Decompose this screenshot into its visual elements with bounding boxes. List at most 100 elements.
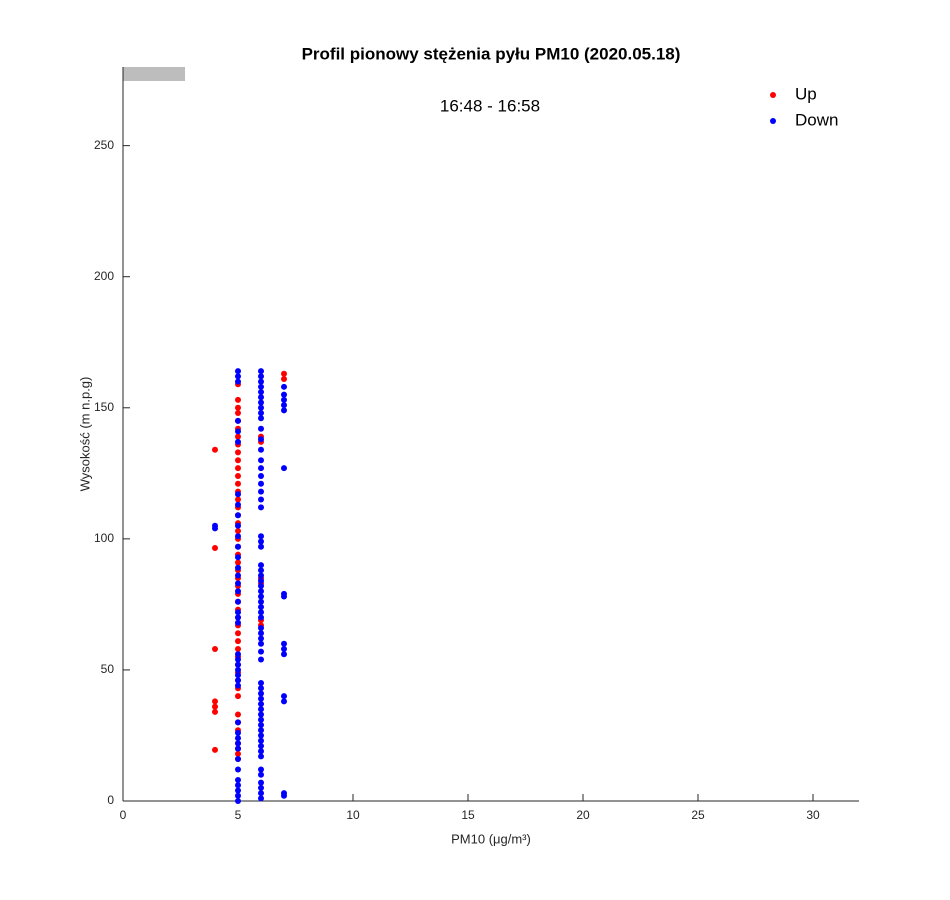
legend-marker (770, 92, 776, 98)
point (235, 693, 241, 700)
point (281, 370, 287, 377)
point (258, 727, 264, 734)
point (235, 572, 241, 579)
point (258, 562, 264, 569)
legend-marker (770, 118, 776, 124)
point (235, 496, 241, 503)
point (235, 410, 241, 417)
x-tick-label: 10 (346, 808, 360, 822)
point (235, 782, 241, 789)
point (258, 436, 264, 443)
point (258, 567, 264, 574)
point (235, 745, 241, 752)
point (235, 777, 241, 784)
point (258, 383, 264, 390)
point (258, 790, 264, 797)
y-tick-label: 50 (101, 662, 115, 676)
point (235, 651, 241, 658)
point (258, 711, 264, 718)
x-tick-label: 30 (806, 808, 820, 822)
point (258, 604, 264, 611)
point (258, 415, 264, 422)
x-tick-label: 15 (461, 808, 475, 822)
point (235, 543, 241, 550)
point (258, 690, 264, 697)
point (258, 614, 264, 621)
point (258, 753, 264, 760)
point (258, 480, 264, 487)
point (235, 559, 241, 566)
point (235, 428, 241, 435)
x-tick-label: 25 (691, 808, 705, 822)
point (258, 609, 264, 616)
point (258, 779, 264, 786)
legend-label: Down (795, 110, 838, 129)
point (281, 645, 287, 652)
point (258, 389, 264, 396)
point (235, 438, 241, 445)
point (212, 746, 218, 753)
point (281, 391, 287, 398)
point (235, 729, 241, 736)
point (235, 554, 241, 561)
point (258, 425, 264, 432)
y-tick-label: 150 (94, 400, 114, 414)
point (235, 449, 241, 456)
point (235, 609, 241, 616)
point (258, 784, 264, 791)
point (258, 795, 264, 802)
point (235, 711, 241, 718)
point (258, 695, 264, 702)
point (212, 446, 218, 453)
point (235, 396, 241, 403)
point (281, 693, 287, 700)
y-tick-label: 250 (94, 138, 114, 152)
point (235, 527, 241, 534)
x-tick-label: 0 (120, 808, 127, 822)
y-tick-label: 100 (94, 531, 114, 545)
point (281, 698, 287, 705)
point (281, 593, 287, 600)
point (281, 383, 287, 390)
point (235, 666, 241, 673)
y-tick-label: 200 (94, 269, 114, 283)
point (235, 433, 241, 440)
point (235, 522, 241, 529)
point (258, 737, 264, 744)
point (258, 656, 264, 663)
point (235, 373, 241, 380)
point (235, 787, 241, 794)
point (212, 645, 218, 652)
point (281, 792, 287, 799)
point (235, 491, 241, 498)
toolbar-block (123, 67, 185, 81)
point (235, 512, 241, 519)
point (258, 588, 264, 595)
point (235, 598, 241, 605)
point (235, 588, 241, 595)
point (258, 640, 264, 647)
point (258, 721, 264, 728)
point (281, 465, 287, 472)
point (235, 740, 241, 747)
point (235, 677, 241, 684)
point (258, 685, 264, 692)
point (258, 624, 264, 631)
point (281, 407, 287, 414)
point (235, 756, 241, 763)
point (258, 394, 264, 401)
point (235, 480, 241, 487)
point (258, 410, 264, 417)
point (258, 465, 264, 472)
point (258, 583, 264, 590)
point (235, 672, 241, 679)
point (281, 375, 287, 382)
point (235, 580, 241, 587)
point (258, 399, 264, 406)
y-tick-label: 0 (107, 793, 114, 807)
point (235, 465, 241, 472)
point (258, 472, 264, 479)
point (281, 402, 287, 409)
